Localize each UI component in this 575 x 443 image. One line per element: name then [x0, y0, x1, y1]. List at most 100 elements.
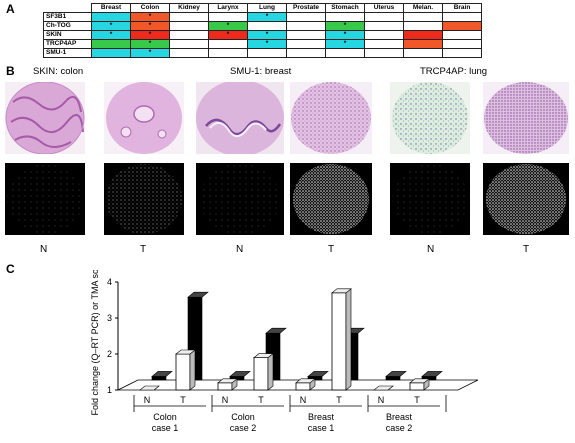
bar-front-top — [217, 378, 238, 384]
expression-cell — [442, 30, 482, 40]
expression-table: Breast Colon Kidney Larynx Lung Prostate… — [43, 3, 482, 58]
expression-cell: * — [208, 30, 248, 40]
bar-back-top — [229, 371, 251, 377]
expression-cell: * — [130, 39, 170, 49]
sub-label: T — [414, 395, 420, 405]
bar-back-top — [187, 291, 209, 298]
expression-cell — [91, 48, 131, 58]
expression-cell — [286, 48, 326, 58]
expression-cell — [442, 39, 482, 49]
tissue-header: Stomach — [325, 3, 365, 13]
category-label: Breast — [386, 412, 413, 422]
bar-front — [331, 292, 347, 391]
expression-cell: * — [130, 48, 170, 58]
tissue-header: Colon — [130, 3, 170, 13]
bar-front-side — [345, 288, 352, 391]
bar-front — [175, 353, 191, 391]
expression-cell: * — [325, 30, 365, 40]
expression-cell: * — [130, 30, 170, 40]
expression-cell: * — [247, 30, 287, 40]
expression-cell — [364, 48, 404, 58]
category-label: Colon — [153, 412, 177, 422]
bar-front-side — [189, 349, 196, 391]
t-label: T — [140, 244, 147, 255]
gene-label: SMU-1 — [43, 48, 92, 58]
expression-cell — [286, 30, 326, 40]
expression-cell — [442, 48, 482, 58]
expression-cell: * — [208, 21, 248, 31]
bar-front-top — [175, 349, 196, 355]
bar-back-top — [421, 371, 443, 377]
table-row: TRCP4AP * * * — [43, 39, 482, 49]
t-label: T — [523, 244, 530, 255]
n-label: N — [427, 244, 435, 255]
expression-cell: * — [247, 39, 287, 49]
sub-label: N — [300, 395, 307, 405]
bar-front-side — [267, 352, 274, 391]
expression-cell — [442, 12, 482, 22]
he-core-breast-normal — [196, 82, 284, 154]
bar-front — [217, 382, 233, 391]
sub-label: T — [258, 395, 264, 405]
expression-cell — [286, 21, 326, 31]
expression-cell — [169, 30, 209, 40]
bar-back-top — [265, 327, 287, 334]
table-row: SKIN * * * * * — [43, 30, 482, 40]
category-label: Breast — [308, 412, 335, 422]
category-label: case 2 — [386, 423, 413, 433]
table-row: SMU-1 * — [43, 48, 482, 58]
he-core-lung-normal — [390, 82, 470, 154]
y-tick-label: 2 — [107, 349, 112, 359]
fluor-core-lung-tumor — [483, 163, 569, 235]
tissue-header: Melan. — [403, 3, 443, 13]
tissue-header: Larynx — [208, 3, 248, 13]
n-label: N — [40, 244, 48, 255]
expression-cell — [169, 21, 209, 31]
expression-cell — [169, 12, 209, 22]
expression-cell — [91, 12, 131, 22]
fluor-core-breast-normal — [196, 163, 284, 235]
he-core-lung-tumor — [483, 82, 569, 154]
expression-cell — [325, 48, 365, 58]
category-label: case 2 — [230, 423, 257, 433]
table-row: Ch-TOG * * * * — [43, 21, 482, 31]
expression-cell — [403, 30, 443, 40]
bar-back — [151, 376, 167, 381]
bar-back-top — [307, 371, 329, 377]
expression-cell: * — [325, 21, 365, 31]
expression-cell — [208, 12, 248, 22]
panel-label-b: B — [6, 64, 15, 78]
tissue-header: Brain — [442, 3, 482, 13]
tissue-header: Breast — [91, 3, 131, 13]
category-label: case 1 — [308, 423, 335, 433]
gene-label: TRCP4AP — [43, 39, 92, 49]
expression-cell — [286, 12, 326, 22]
he-core-breast-tumor — [290, 82, 372, 154]
t-label: T — [328, 244, 335, 255]
bar-back-top — [151, 371, 173, 377]
bar-front-top — [253, 353, 274, 358]
y-tick-label: 1 — [107, 385, 112, 395]
fluor-core-colon-tumor — [104, 163, 184, 235]
expression-cell — [403, 39, 443, 49]
bar-back-top — [385, 371, 407, 377]
expression-cell: * — [247, 12, 287, 22]
table-corner — [44, 4, 92, 13]
gene-label: SKIN — [43, 30, 92, 40]
expression-cell: * — [130, 21, 170, 31]
expression-cell — [364, 39, 404, 49]
y-tick-label: 4 — [107, 277, 112, 287]
bar-front-top — [139, 385, 160, 391]
y-axis-label: Fold change (Q–RT PCR) or TMA score — [90, 270, 100, 416]
bar-front-top — [295, 378, 316, 384]
expression-cell — [169, 48, 209, 58]
category-label: case 1 — [152, 423, 179, 433]
expression-cell — [325, 12, 365, 22]
bar-front — [409, 382, 425, 391]
fold-change-chart: 1 2 3 4 Fold change (Q–RT PCR) or TMA score N… — [90, 270, 479, 433]
expression-cell — [442, 21, 482, 31]
he-core-colon-normal — [5, 82, 85, 154]
sub-label: N — [144, 395, 151, 405]
expression-cell: * — [91, 30, 131, 40]
table-row: SF3B1 * * — [43, 12, 482, 22]
